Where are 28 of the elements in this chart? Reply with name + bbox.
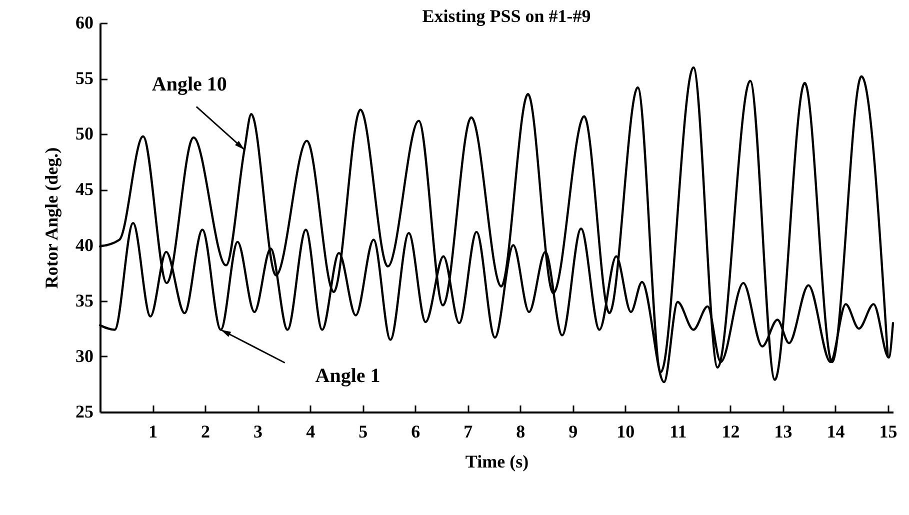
x-tick-label: 3 xyxy=(254,422,263,442)
x-tick-label: 4 xyxy=(306,422,316,442)
y-tick-label: 60 xyxy=(76,12,94,32)
x-tick-label: 9 xyxy=(568,422,578,442)
y-tick-label: 45 xyxy=(76,179,94,200)
x-tick-label: 10 xyxy=(616,422,635,442)
x-tick-label: 14 xyxy=(826,422,845,442)
chart-title: Existing PSS on #1-#9 xyxy=(422,6,591,26)
x-tick-label: 12 xyxy=(722,422,740,442)
x-tick-label: 7 xyxy=(464,422,473,442)
x-tick-label: 15 xyxy=(879,422,898,442)
y-tick-label: 40 xyxy=(76,234,94,255)
y-tick-label: 30 xyxy=(76,346,94,366)
series-label: Angle 10 xyxy=(152,74,227,96)
series-label: Angle 1 xyxy=(315,364,380,387)
x-tick-label: 1 xyxy=(148,422,158,442)
x-tick-label: 5 xyxy=(358,422,368,442)
x-axis-title: Time (s) xyxy=(465,452,529,472)
y-axis-title: Rotor Angle (deg.) xyxy=(42,147,62,289)
x-tick-label: 6 xyxy=(411,422,420,442)
x-tick-label: 13 xyxy=(774,422,792,442)
y-tick-label: 25 xyxy=(76,402,94,422)
x-tick-label: 11 xyxy=(670,422,687,442)
x-tick-label: 2 xyxy=(201,422,210,442)
x-tick-label: 8 xyxy=(516,422,526,442)
y-tick-label: 55 xyxy=(76,68,94,88)
y-tick-label: 35 xyxy=(76,290,94,310)
y-tick-label: 50 xyxy=(76,124,94,144)
